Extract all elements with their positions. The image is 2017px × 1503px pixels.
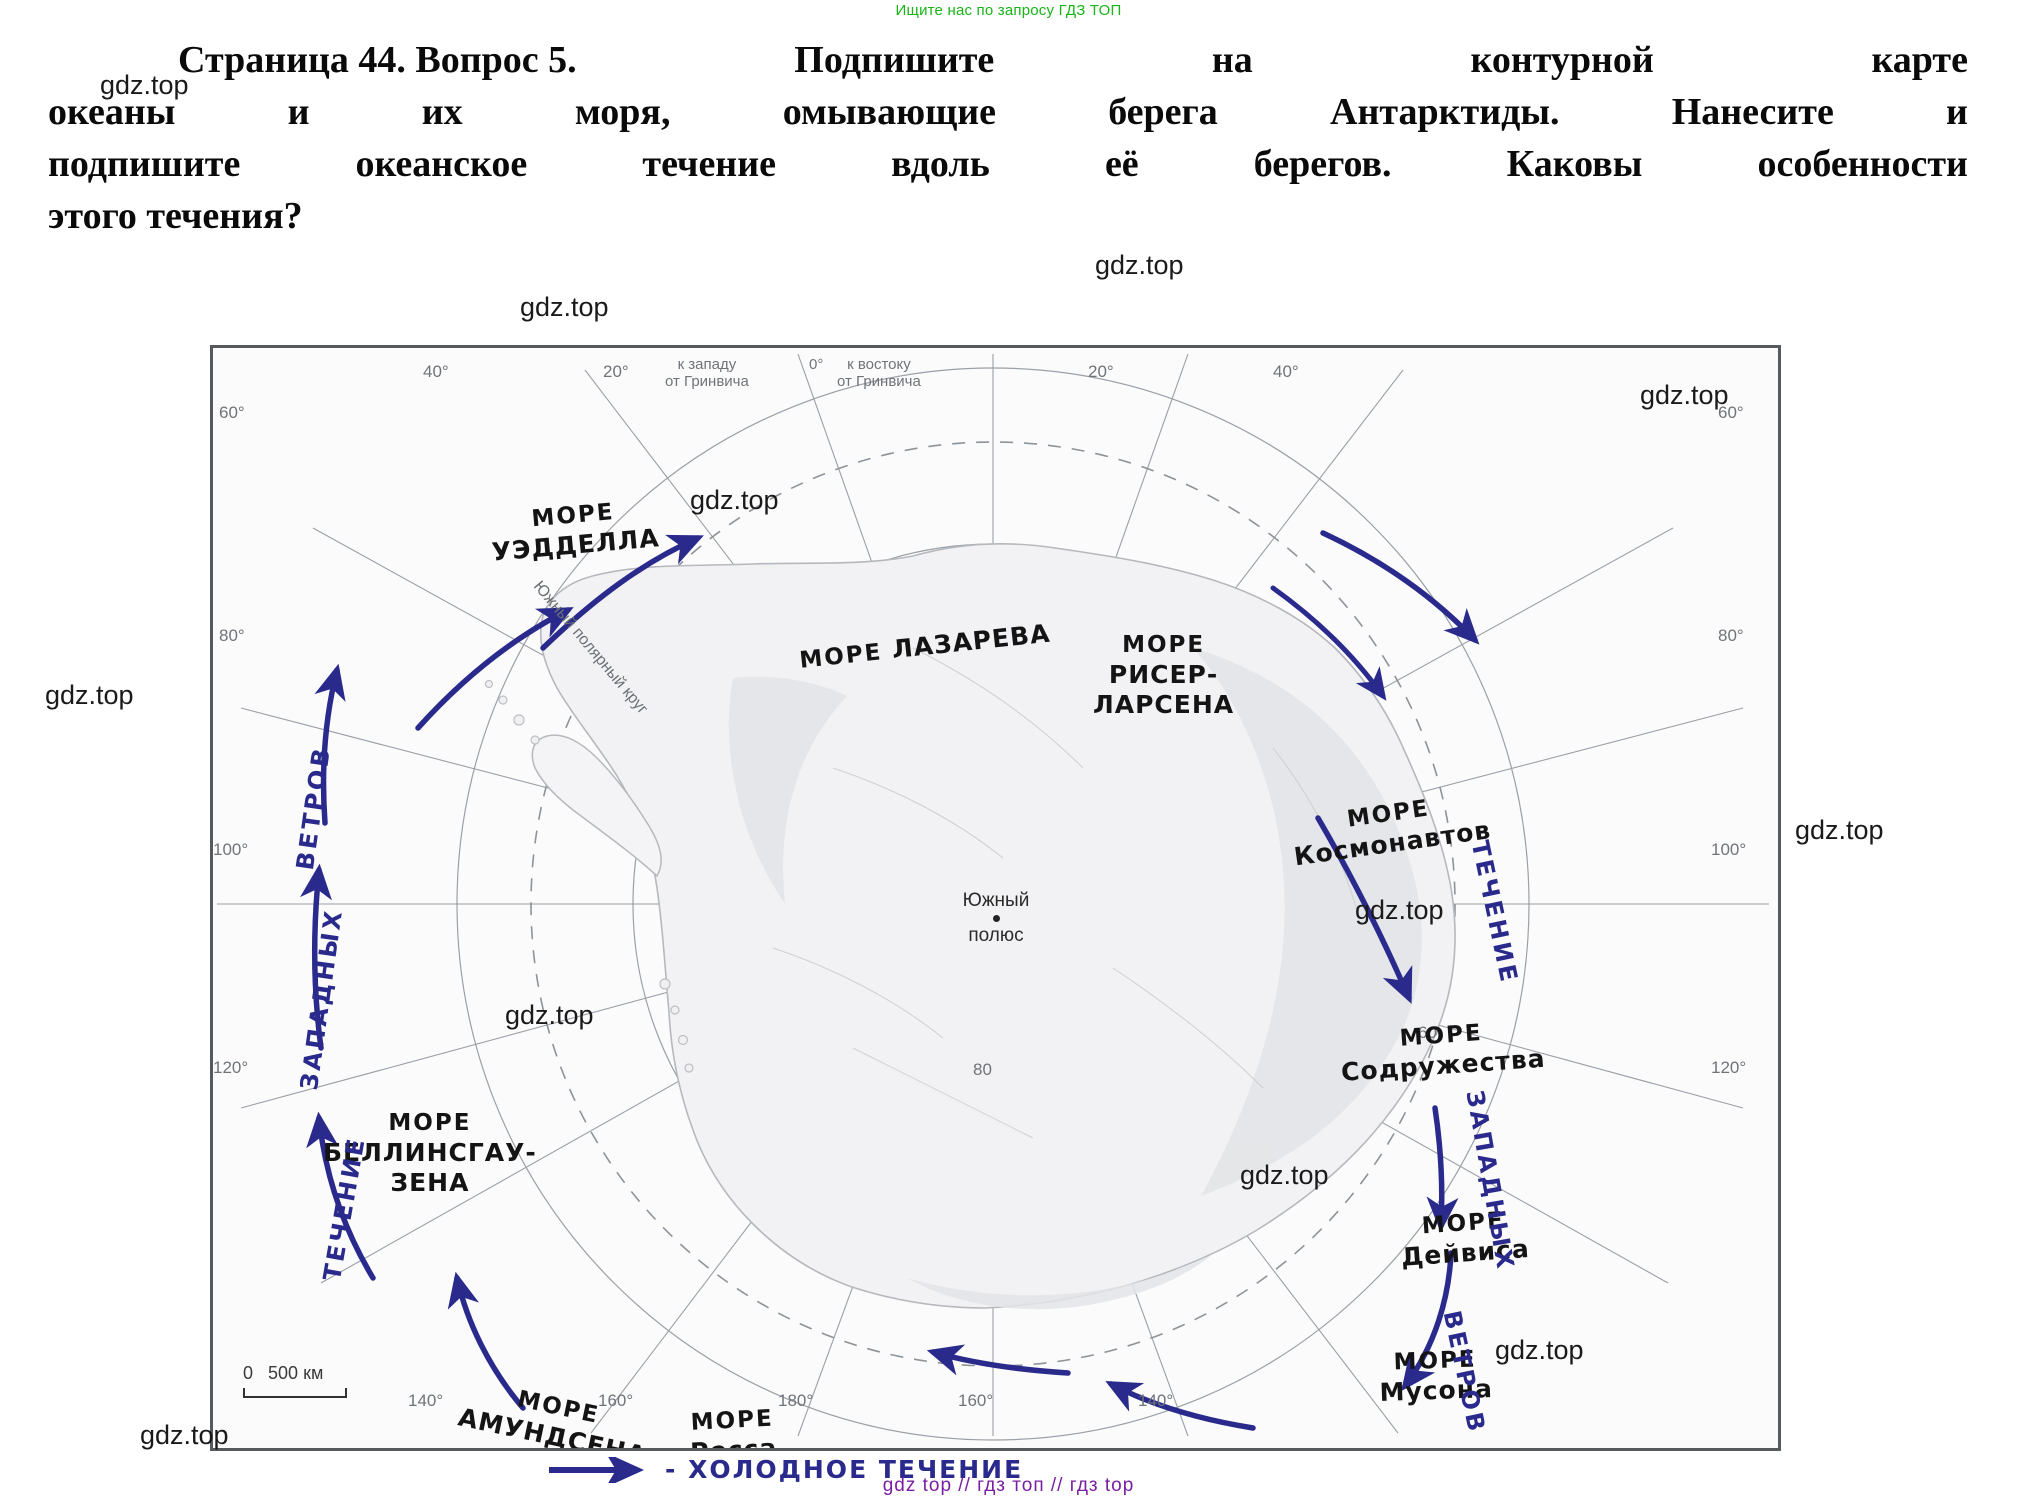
question-head: Страница 44. Вопрос 5.: [178, 39, 577, 81]
q2-w4: омывающие: [782, 91, 996, 133]
q3-w2: течение: [642, 143, 776, 185]
q3-w3: вдоль: [891, 143, 990, 185]
legend-arrow-icon: [549, 1456, 644, 1483]
map-graphics: [217, 353, 1769, 1441]
watermark: gdz.top: [1795, 815, 1884, 845]
q2-w8: и: [1946, 91, 1968, 133]
footer-links: gdz top // гдз топ // гдз top: [882, 1475, 1135, 1496]
ice-shelf-shading: [728, 648, 1422, 1310]
q2-w5: берега: [1108, 91, 1218, 133]
islands: [484, 679, 694, 1073]
question-line-3: подпишите океанское течение вдоль её бер…: [48, 138, 1968, 190]
q2-w2: их: [421, 91, 463, 133]
map-legend: - ХОЛОДНОЕ ТЕЧЕНИЕ: [545, 1455, 1023, 1484]
question-block: Страница 44. Вопрос 5. Подпишите на конт…: [48, 34, 1968, 242]
antarctica-contour-map[interactable]: Южный полюс 80 Южный полярный круг к зап…: [210, 345, 1781, 1451]
q3-w7: особенности: [1757, 143, 1968, 185]
q3-w6: Каковы: [1506, 143, 1643, 185]
question-line-2: океаны и их моря, омывающие берега Антар…: [48, 86, 1968, 138]
q3-w0: подпишите: [48, 143, 241, 185]
q2-w7: Нанесите: [1671, 91, 1834, 133]
watermark: gdz.top: [45, 680, 134, 710]
scale-value: 500 км: [268, 1363, 324, 1383]
q2-w3: моря,: [574, 91, 671, 133]
q2-w6: Антарктиды.: [1330, 91, 1560, 133]
q1-w1: на: [1211, 39, 1253, 81]
question-line-1: Страница 44. Вопрос 5. Подпишите на конт…: [48, 34, 1968, 86]
antarctic-peninsula: [531, 734, 662, 878]
q2-w1: и: [287, 91, 310, 133]
scale-zero: 0: [243, 1363, 254, 1383]
question-line-4: этого течения?: [48, 195, 303, 237]
scale-bar-graphic: [243, 1388, 347, 1398]
promo-banner: Ищите нас по запросу ГДЗ ТОП: [895, 2, 1122, 19]
watermark: gdz.top: [520, 292, 609, 322]
q3-w1: океанское: [355, 143, 528, 185]
q2-w0: океаны: [48, 91, 176, 133]
q3-w5: берегов.: [1253, 143, 1392, 185]
q1-w2: контурной: [1470, 39, 1654, 81]
q1-w3: карте: [1871, 39, 1968, 81]
legend-label: - ХОЛОДНОЕ ТЕЧЕНИЕ: [665, 1455, 1024, 1484]
watermark: gdz.top: [1095, 250, 1184, 280]
q3-w4: её: [1104, 143, 1139, 185]
cold-current-arrows: [300, 530, 1480, 1431]
scale-bar: 0 500 км: [243, 1363, 347, 1398]
q1-w0: Подпишите: [794, 39, 995, 81]
